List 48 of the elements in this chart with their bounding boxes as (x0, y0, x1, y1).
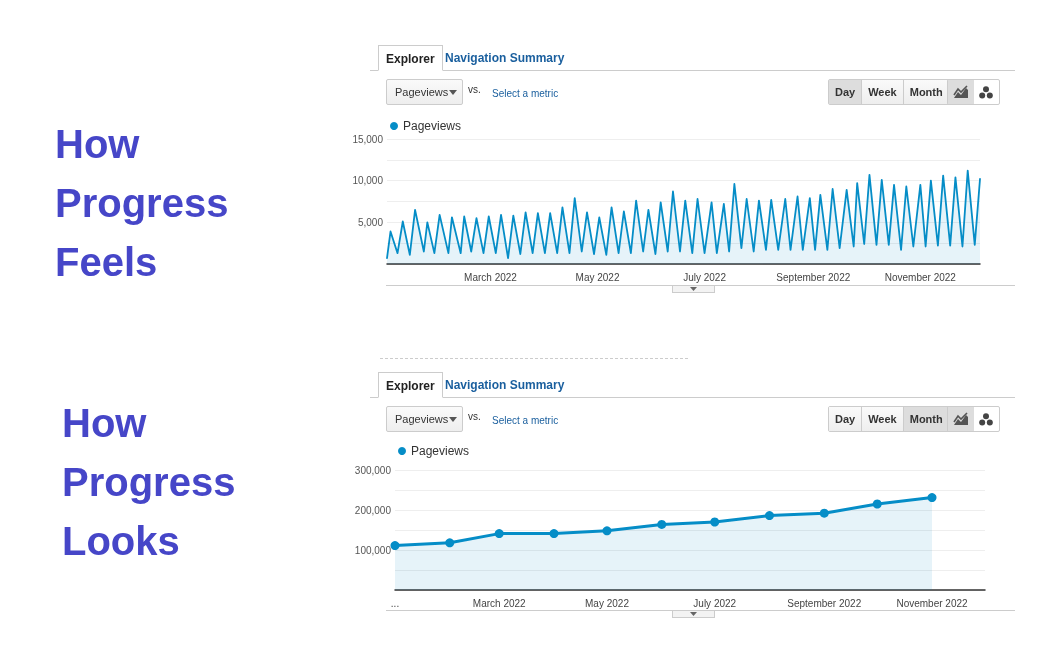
x-tick-label: November 2022 (896, 597, 969, 609)
text: How Progress Feels (55, 121, 230, 286)
x-tick-label: May 2022 (585, 597, 630, 609)
text: Explorer (378, 45, 443, 71)
x-tick-label: March 2022 (472, 597, 527, 609)
point (390, 541, 400, 551)
text: Pageviews (395, 413, 449, 425)
text: Navigation Summary (444, 377, 566, 394)
y-tick-label: 200,000 (354, 504, 392, 516)
text: Explorer (378, 372, 443, 398)
text: Select a metric (492, 415, 559, 426)
point (819, 508, 829, 518)
text: Week (861, 407, 903, 431)
legend-label: Pageviews (411, 444, 470, 458)
y-tick-label: 100,000 (354, 544, 392, 556)
x-tick-label: July 2022 (693, 597, 737, 609)
text: Select a metric (492, 88, 559, 99)
y-tick-label: 300,000 (354, 464, 392, 476)
y-tick-label: 10,000 (352, 175, 384, 187)
point (549, 529, 559, 539)
text: Week (861, 80, 903, 104)
x-tick-label: September 2022 (776, 271, 851, 283)
x-tick-label: May 2022 (575, 271, 620, 283)
x-tick-label: September 2022 (787, 597, 862, 609)
text: Day (829, 407, 862, 431)
point (445, 538, 455, 548)
text: Month (902, 407, 949, 431)
text: Day (829, 80, 862, 104)
y-tick-label: 15,000 (352, 133, 384, 145)
text: Month (902, 80, 949, 104)
text: vs. (468, 84, 481, 95)
x-tick-label: ... (390, 597, 400, 609)
text: Navigation Summary (444, 50, 566, 67)
point (602, 526, 612, 536)
x-tick-label: March 2022 (464, 271, 518, 283)
point (927, 493, 937, 503)
y-tick-label: 5,000 (357, 216, 384, 228)
x-tick-label: November 2022 (884, 271, 957, 283)
point (710, 517, 720, 527)
legend-label: Pageviews (403, 119, 462, 133)
point (494, 529, 504, 539)
x-tick-label: July 2022 (683, 271, 727, 283)
point (872, 499, 882, 509)
text: Pageviews (395, 86, 449, 98)
point (765, 511, 774, 521)
text: vs. (468, 411, 481, 422)
point (657, 519, 667, 529)
chart-title: How Progress Looks (62, 400, 237, 565)
